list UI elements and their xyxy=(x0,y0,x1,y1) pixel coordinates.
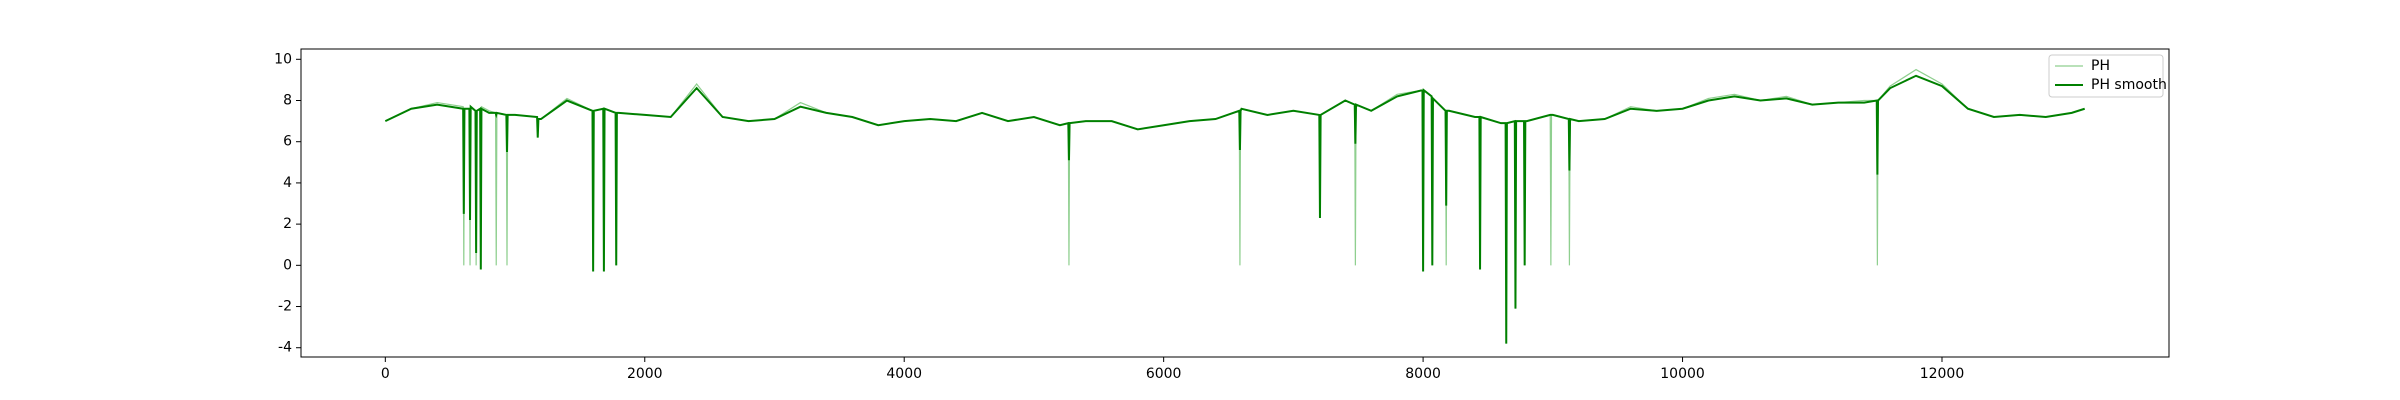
x-tick-label: 8000 xyxy=(1405,366,1441,382)
x-tick-label: 4000 xyxy=(886,366,922,382)
x-tick-label: 12000 xyxy=(1920,366,1965,382)
y-tick-label: 4 xyxy=(283,175,292,191)
y-tick-label: -2 xyxy=(278,299,292,315)
x-tick-label: 2000 xyxy=(627,366,663,382)
series-line xyxy=(385,68,2085,344)
y-tick-label: 0 xyxy=(283,257,292,273)
x-tick-label: 10000 xyxy=(1660,366,1705,382)
y-tick-label: 10 xyxy=(274,51,292,67)
legend-label: PH xyxy=(2091,58,2110,74)
legend: PH PH smooth xyxy=(2048,54,2167,98)
y-tick-label: -4 xyxy=(278,340,292,356)
legend-label: PH smooth xyxy=(2091,77,2167,93)
plot-frame xyxy=(300,48,2170,358)
series-line xyxy=(384,74,2085,344)
y-tick-label: 8 xyxy=(283,93,292,109)
y-tick-label: 6 xyxy=(283,134,292,150)
x-tick-label: 0 xyxy=(381,366,390,382)
x-tick-label: 6000 xyxy=(1146,366,1182,382)
y-tick-label: 2 xyxy=(283,216,292,232)
